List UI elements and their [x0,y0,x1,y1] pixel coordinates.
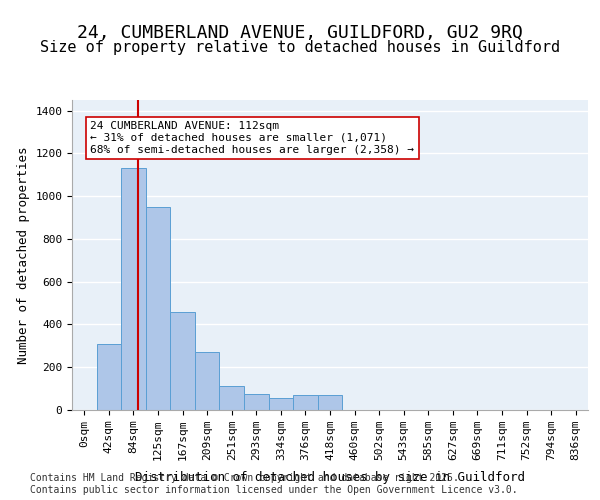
Bar [195,352,220,410]
Bar [97,344,121,410]
Bar [318,395,342,410]
Bar [293,395,318,410]
Bar [146,207,170,410]
Bar [121,168,146,410]
Text: 24 CUMBERLAND AVENUE: 112sqm
← 31% of detached houses are smaller (1,071)
68% of: 24 CUMBERLAND AVENUE: 112sqm ← 31% of de… [91,122,415,154]
Bar [269,398,293,410]
X-axis label: Distribution of detached houses by size in Guildford: Distribution of detached houses by size … [135,472,525,484]
Text: Size of property relative to detached houses in Guildford: Size of property relative to detached ho… [40,40,560,55]
Bar [170,312,195,410]
Text: 24, CUMBERLAND AVENUE, GUILDFORD, GU2 9RQ: 24, CUMBERLAND AVENUE, GUILDFORD, GU2 9R… [77,24,523,42]
Bar [220,386,244,410]
Y-axis label: Number of detached properties: Number of detached properties [17,146,30,364]
Text: Contains HM Land Registry data © Crown copyright and database right 2025.
Contai: Contains HM Land Registry data © Crown c… [30,474,518,495]
Bar [244,394,269,410]
